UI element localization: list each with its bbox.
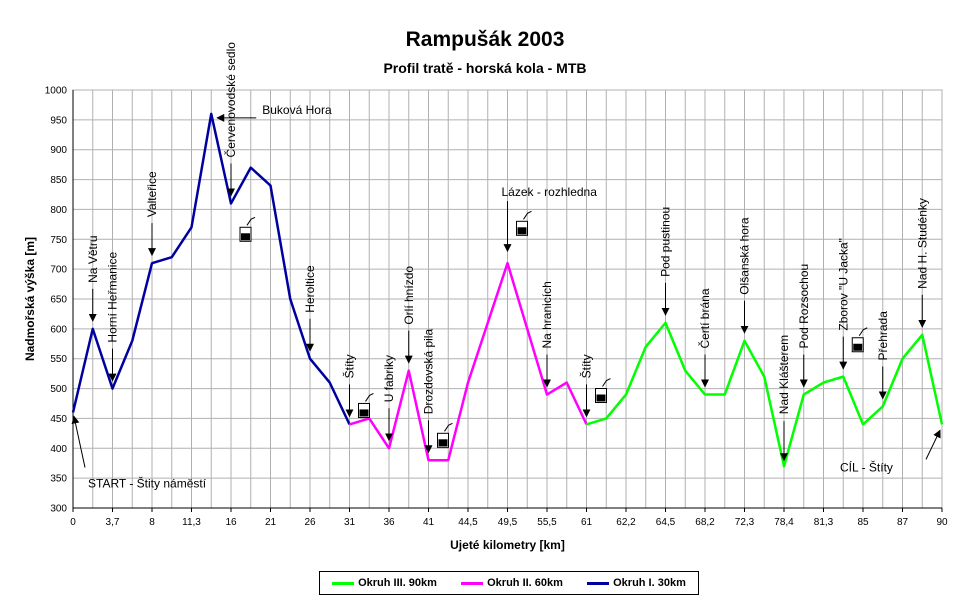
series-line-1 xyxy=(71,112,351,425)
annotation-label: Čertí brána xyxy=(697,288,712,348)
legend-label-okruh-iii: Okruh III. 90km xyxy=(358,577,437,589)
y-tick-label: 600 xyxy=(50,324,67,335)
y-tick-label: 550 xyxy=(50,354,67,365)
x-tick-label: 21 xyxy=(265,517,277,528)
drink-icon-straw xyxy=(858,327,868,337)
annotation-label: Pod Rozsochou xyxy=(797,264,811,349)
drink-icon xyxy=(516,210,532,236)
chart-subtitle: Profil tratě - horská kola - MTB xyxy=(383,60,587,76)
annotation-label: Zborov "U Jacka" xyxy=(836,238,850,331)
annotation-label: Na hranicích xyxy=(540,281,554,348)
legend-label-okruh-ii: Okruh II. 60km xyxy=(487,577,563,589)
x-tick-label: 90 xyxy=(936,517,948,528)
legend-swatch-okruh-i xyxy=(587,581,610,585)
legend-item-okruh-iii: Okruh III. 90km xyxy=(332,577,437,589)
drink-icon-straw xyxy=(246,216,256,226)
x-tick-label: 44,5 xyxy=(458,517,478,528)
x-tick-label: 8 xyxy=(149,517,155,528)
y-tick-label: 650 xyxy=(50,295,67,306)
x-tick-label: 0 xyxy=(70,517,76,528)
x-tick-label: 41 xyxy=(423,517,435,528)
series-line-2 xyxy=(349,261,588,462)
drink-icon xyxy=(239,216,256,242)
annotation-label: Valteřice xyxy=(145,171,159,217)
x-axis-title: Ujeté kilometry [km] xyxy=(450,538,565,552)
y-tick-label: 1000 xyxy=(45,86,68,97)
x-tick-label: 62,2 xyxy=(616,517,636,528)
y-tick-label: 800 xyxy=(50,205,67,216)
x-tick-label: 64,5 xyxy=(656,517,676,528)
x-tick-label: 26 xyxy=(304,517,316,528)
x-tick-label: 61 xyxy=(581,517,593,528)
legend-item-okruh-i: Okruh I. 30km xyxy=(587,577,686,589)
drink-icon xyxy=(358,392,374,418)
legend-swatch-okruh-ii xyxy=(461,581,484,585)
drink-icon-straw xyxy=(602,378,611,387)
x-tick-label: 81,3 xyxy=(814,517,834,528)
annotation-label: U fabriky xyxy=(382,355,396,402)
series-line-3 xyxy=(586,321,944,468)
annotation-label: Štíty xyxy=(342,354,357,378)
drink-icon-straw xyxy=(523,210,532,220)
drink-icon-liquid xyxy=(241,233,250,241)
drink-icon-straw xyxy=(444,422,453,432)
x-tick-label: 16 xyxy=(225,517,237,528)
chart-legend: Okruh III. 90km Okruh II. 60km Okruh I. … xyxy=(319,571,699,595)
x-tick-label: 87 xyxy=(897,517,909,528)
drink-icon-liquid xyxy=(359,409,369,417)
y-tick-label: 850 xyxy=(50,175,67,186)
annotation-label: Olšanská hora xyxy=(738,217,752,295)
drink-icon-liquid xyxy=(517,227,527,235)
annotation-label: Orlí hnízdo xyxy=(402,266,416,325)
annotation-label: START - Štity náměstí xyxy=(88,475,207,490)
y-tick-label: 350 xyxy=(50,474,67,485)
x-tick-label: 78,4 xyxy=(774,517,794,528)
annotation-label: Nad H. Studénky xyxy=(915,198,929,289)
annotation-label: Buková Hora xyxy=(262,103,332,117)
x-tick-label: 55,5 xyxy=(537,517,557,528)
x-tick-label: 36 xyxy=(383,517,395,528)
x-tick-label: 68,2 xyxy=(695,517,715,528)
annotation-label: Pod pustinou xyxy=(659,207,673,277)
annotation-label: Na Větru xyxy=(86,235,100,282)
drink-icon-liquid xyxy=(596,394,606,402)
annotation-label: Štíty xyxy=(579,354,594,378)
y-tick-label: 500 xyxy=(50,384,67,395)
legend-label-okruh-i: Okruh I. 30km xyxy=(613,577,686,589)
annotation-label: CÍL - Štíty xyxy=(840,459,893,474)
drink-icon-liquid xyxy=(853,343,863,351)
y-tick-label: 450 xyxy=(50,414,67,425)
annotation-label: Heroltice xyxy=(303,265,317,313)
drink-icon xyxy=(851,327,868,353)
drink-icon-straw xyxy=(365,392,374,402)
y-tick-label: 900 xyxy=(50,145,67,156)
x-tick-label: 85 xyxy=(857,517,869,528)
drink-icon-liquid xyxy=(438,439,448,447)
x-tick-label: 3,7 xyxy=(106,517,120,528)
drink-icon xyxy=(437,422,453,448)
annotation-arrow xyxy=(925,429,941,460)
chart-title: Rampušák 2003 xyxy=(405,28,565,51)
annotation-label: Drozdovská pila xyxy=(422,329,436,415)
y-tick-label: 700 xyxy=(50,265,67,276)
y-tick-label: 950 xyxy=(50,115,67,126)
legend-swatch-okruh-iii xyxy=(332,581,355,585)
y-axis-title: Nadmořská výška [m] xyxy=(23,237,37,361)
x-tick-label: 11,3 xyxy=(182,517,201,528)
y-tick-label: 300 xyxy=(50,504,67,515)
annotation-label: Lázek - rozhledna xyxy=(502,185,598,199)
y-tick-label: 400 xyxy=(50,444,67,455)
annotation-label: Horní Heřmanice xyxy=(106,252,120,343)
legend-item-okruh-ii: Okruh II. 60km xyxy=(461,577,563,589)
x-tick-label: 49,5 xyxy=(498,517,518,528)
annotation-label: Červenovodské sedlo xyxy=(223,42,238,158)
x-tick-label: 72,3 xyxy=(735,517,755,528)
annotation-label: Nad Klášterem xyxy=(777,335,791,414)
y-tick-label: 750 xyxy=(50,235,67,246)
annotation-label: Přehrada xyxy=(876,311,890,361)
annotation-arrow xyxy=(71,415,86,468)
x-tick-label: 31 xyxy=(344,517,356,528)
drink-icon xyxy=(595,378,611,404)
